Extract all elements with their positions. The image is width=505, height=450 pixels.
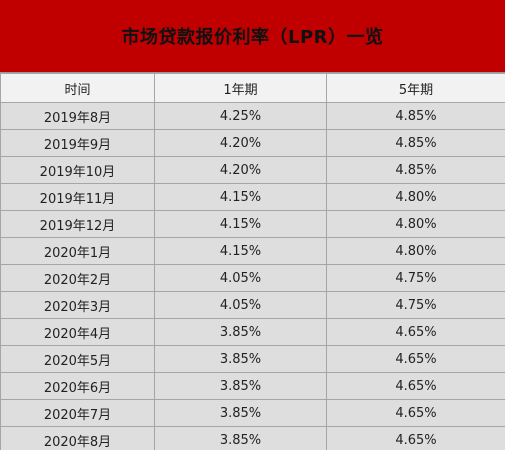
- header-1-year: 1年期: [154, 73, 327, 103]
- cell-time: 2020年6月: [0, 372, 155, 400]
- cell-1-year-rate: 3.85%: [154, 318, 327, 346]
- table-row: 2019年10月 4.20% 4.85%: [0, 156, 505, 184]
- cell-time: 2019年12月: [0, 210, 155, 238]
- cell-5-year-rate: 4.75%: [326, 291, 505, 319]
- cell-time: 2019年10月: [0, 156, 155, 184]
- cell-5-year-rate: 4.65%: [326, 426, 505, 450]
- cell-1-year-rate: 3.85%: [154, 426, 327, 450]
- page-title: 市场贷款报价利率（LPR）一览: [121, 27, 384, 48]
- cell-time: 2020年2月: [0, 264, 155, 292]
- cell-time: 2020年3月: [0, 291, 155, 319]
- cell-5-year-rate: 4.75%: [326, 264, 505, 292]
- title-banner: 市场贷款报价利率（LPR）一览: [0, 0, 505, 73]
- cell-5-year-rate: 4.65%: [326, 399, 505, 427]
- cell-5-year-rate: 4.80%: [326, 210, 505, 238]
- table-row: 2020年5月 3.85% 4.65%: [0, 345, 505, 373]
- cell-1-year-rate: 4.15%: [154, 237, 327, 265]
- table-row: 2020年3月 4.05% 4.75%: [0, 291, 505, 319]
- table-row: 2019年11月 4.15% 4.80%: [0, 183, 505, 211]
- cell-time: 2020年5月: [0, 345, 155, 373]
- table-row: 2019年9月 4.20% 4.85%: [0, 129, 505, 157]
- cell-time: 2020年8月: [0, 426, 155, 450]
- cell-5-year-rate: 4.80%: [326, 183, 505, 211]
- table-row: 2020年2月 4.05% 4.75%: [0, 264, 505, 292]
- cell-1-year-rate: 4.15%: [154, 210, 327, 238]
- cell-time: 2019年9月: [0, 129, 155, 157]
- table-row: 2020年6月 3.85% 4.65%: [0, 372, 505, 400]
- cell-time: 2019年11月: [0, 183, 155, 211]
- cell-5-year-rate: 4.85%: [326, 156, 505, 184]
- header-row: 时间 1年期 5年期: [0, 73, 505, 103]
- cell-5-year-rate: 4.85%: [326, 129, 505, 157]
- table-row: 2020年4月 3.85% 4.65%: [0, 318, 505, 346]
- cell-1-year-rate: 4.25%: [154, 102, 327, 130]
- lpr-table: 时间 1年期 5年期 2019年8月 4.25% 4.85% 2019年9月 4.20%…: [0, 73, 505, 450]
- cell-time: 2020年4月: [0, 318, 155, 346]
- table-row: 2020年1月 4.15% 4.80%: [0, 237, 505, 265]
- table-row: 2020年7月 3.85% 4.65%: [0, 399, 505, 427]
- cell-1-year-rate: 3.85%: [154, 399, 327, 427]
- cell-1-year-rate: 4.20%: [154, 129, 327, 157]
- cell-5-year-rate: 4.65%: [326, 318, 505, 346]
- cell-1-year-rate: 3.85%: [154, 345, 327, 373]
- cell-1-year-rate: 4.20%: [154, 156, 327, 184]
- table-row: 2019年12月 4.15% 4.80%: [0, 210, 505, 238]
- cell-5-year-rate: 4.80%: [326, 237, 505, 265]
- header-5-year: 5年期: [326, 73, 505, 103]
- cell-1-year-rate: 4.15%: [154, 183, 327, 211]
- cell-1-year-rate: 4.05%: [154, 291, 327, 319]
- cell-5-year-rate: 4.65%: [326, 372, 505, 400]
- cell-5-year-rate: 4.65%: [326, 345, 505, 373]
- table-row: 2019年8月 4.25% 4.85%: [0, 102, 505, 130]
- table-body: 2019年8月 4.25% 4.85% 2019年9月 4.20% 4.85% 2019年1…: [0, 102, 505, 450]
- cell-1-year-rate: 3.85%: [154, 372, 327, 400]
- cell-time: 2020年7月: [0, 399, 155, 427]
- cell-time: 2020年1月: [0, 237, 155, 265]
- cell-time: 2019年8月: [0, 102, 155, 130]
- cell-5-year-rate: 4.85%: [326, 102, 505, 130]
- cell-1-year-rate: 4.05%: [154, 264, 327, 292]
- header-time: 时间: [0, 73, 155, 103]
- table-row: 2020年8月 3.85% 4.65%: [0, 426, 505, 450]
